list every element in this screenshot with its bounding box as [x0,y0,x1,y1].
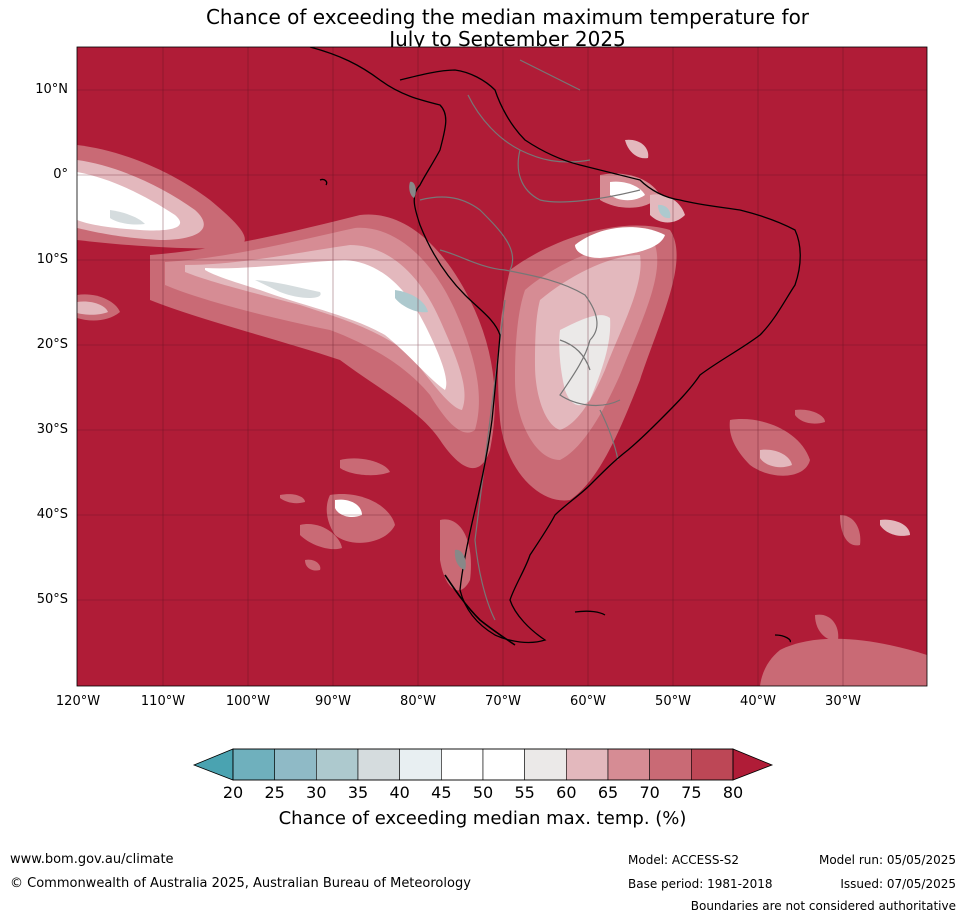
footer-copyright: © Commonwealth of Australia 2025, Austra… [10,876,471,891]
colorbar-segment [399,748,442,781]
colorbar-tick-label: 45 [431,783,452,802]
lat-label-20s: 20°S [36,337,68,352]
colorbar-tick-label: 75 [681,783,702,802]
footer-base-period: Base period: 1981-2018 [628,877,773,891]
colorbar-segment [232,748,275,781]
map-title-line2: July to September 2025 [389,27,626,51]
map-frame [76,46,928,687]
footer-model-run: Model run: 05/05/2025 [818,853,956,867]
colorbar-tick-label: 30 [306,783,327,802]
lat-label-10n: 10°N [35,82,68,97]
colorbar-segment [607,748,650,781]
colorbar-tick-label: 70 [639,783,660,802]
lat-label-30s: 30°S [36,422,68,437]
colorbar-extend-above [732,748,774,781]
lat-label-50s: 50°S [36,592,68,607]
footer-disclaimer: Boundaries are not considered authoritat… [690,899,956,913]
masked-land-patches [409,181,466,570]
colorbar [192,748,774,781]
colorbar-segment [441,748,484,781]
lon-label-40w: 40°W [740,694,776,709]
colorbar-segments [232,748,734,781]
lat-label-0: 0° [53,167,68,182]
colorbar-segment [691,748,734,781]
colorbar-tick-label: 50 [472,783,494,802]
colorbar-segment [649,748,692,781]
colorbar-tick-label: 40 [389,783,410,802]
map-area [77,47,927,686]
colorbar-tick-label: 20 [222,783,244,802]
southeast-pacific-band [150,214,495,469]
lon-label-120w: 120°W [55,694,101,709]
graticule [77,47,927,686]
colorbar-tick-label: 60 [556,783,577,802]
lon-label-80w: 80°W [400,694,436,709]
colorbar-frame [232,748,734,781]
lon-label-100w: 100°W [225,694,271,709]
lat-label-40s: 40°S [36,507,68,522]
lon-label-90w: 90°W [315,694,351,709]
colorbar-segment [274,748,317,781]
lon-label-30w: 30°W [825,694,861,709]
map-title-line1: Chance of exceeding the median maximum t… [205,5,810,29]
lon-label-50w: 50°W [655,694,691,709]
coastline [309,47,801,646]
pacific-west-patch [77,294,120,321]
colorbar-title: Chance of exceeding median max. temp. (%… [278,808,687,829]
colorbar-extend-below [192,748,234,781]
lat-label-10s: 10°S [36,252,68,267]
colorbar-tick-label: 65 [597,783,619,802]
colorbar-segment [482,748,525,781]
south-atlantic-patches [729,409,927,686]
footer-website: www.bom.gov.au/climate [10,852,174,867]
southern-pacific-patches [280,458,395,571]
pacific-equatorial-band [77,145,245,249]
colorbar-tick-label: 55 [514,783,535,802]
colorbar-tick-label: 80 [722,783,744,802]
lon-label-110w: 110°W [140,694,186,709]
colorbar-segment [357,748,400,781]
colorbar-tick-label: 25 [264,783,285,802]
colorbar-segment [316,748,359,781]
colorbar-tick-label: 35 [347,783,369,802]
footer-model: Model: ACCESS-S2 [628,853,740,867]
northeast-brazil-patch [600,139,685,223]
footer-issued: Issued: 07/05/2025 [840,877,956,891]
colorbar-segment [524,748,567,781]
lon-label-70w: 70°W [485,694,521,709]
lon-label-60w: 60°W [570,694,606,709]
colorbar-segment [566,748,609,781]
